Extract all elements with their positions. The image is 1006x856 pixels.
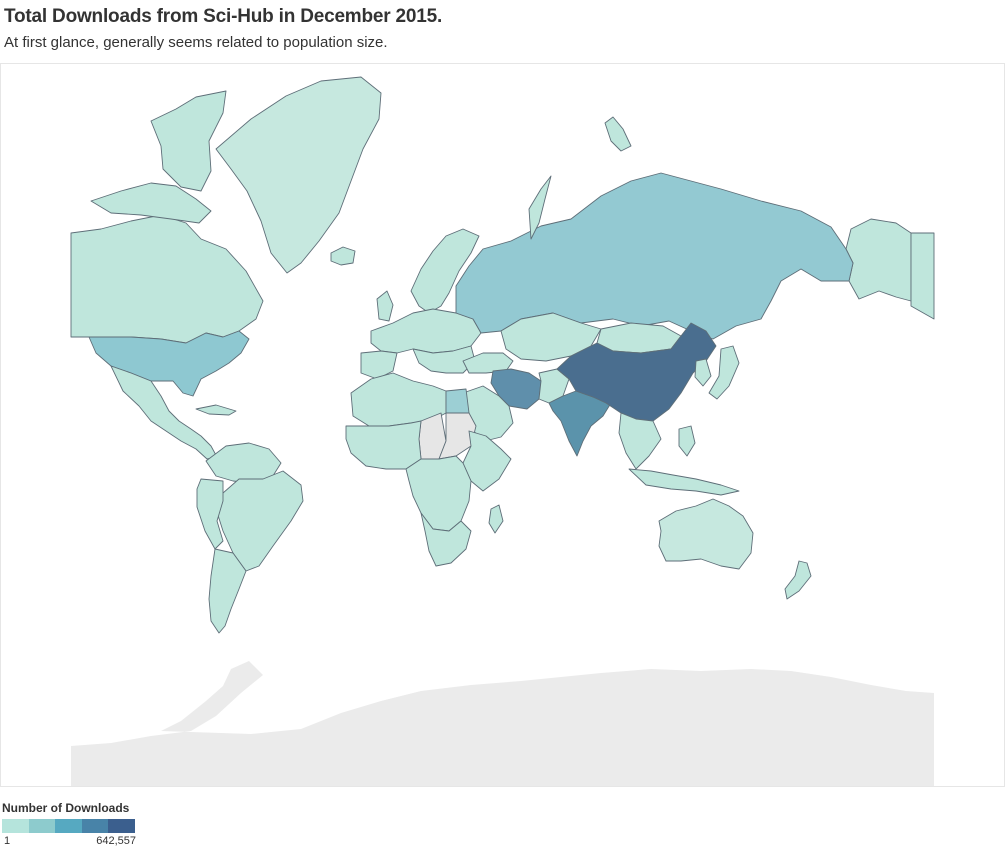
country-canada-baffin[interactable]	[150, 90, 227, 192]
country-mongolia[interactable]	[596, 322, 682, 354]
country-china[interactable]	[556, 322, 717, 422]
country-east-africa[interactable]	[462, 430, 512, 492]
legend-color-scale	[2, 819, 135, 833]
country-new-zealand[interactable]	[784, 560, 812, 600]
country-japan[interactable]	[708, 345, 740, 400]
color-legend: Number of Downloads 1 642,557	[2, 801, 136, 849]
country-canada-east-edge[interactable]	[910, 232, 935, 320]
legend-min-label: 1	[4, 835, 11, 847]
legend-max-label: 642,557	[96, 835, 136, 847]
country-iran[interactable]	[490, 368, 542, 410]
country-turkey[interactable]	[462, 352, 514, 374]
legend-swatch-5	[108, 819, 135, 833]
country-peru-bolivia[interactable]	[196, 478, 224, 550]
chart-title: Total Downloads from Sci-Hub in December…	[4, 6, 443, 27]
country-greenland[interactable]	[215, 76, 382, 274]
country-southeast-asia[interactable]	[618, 412, 662, 470]
country-sudan-no-data[interactable]	[438, 412, 477, 460]
country-argentina-chile[interactable]	[208, 548, 247, 634]
country-uk[interactable]	[376, 290, 394, 322]
country-russia-novaya-zemlya[interactable]	[528, 175, 552, 240]
legend-labels: 1 642,557	[2, 835, 136, 849]
country-west-africa[interactable]	[345, 420, 422, 470]
country-korea[interactable]	[694, 358, 712, 387]
country-egypt[interactable]	[445, 388, 470, 414]
antarctica-shape	[71, 661, 934, 786]
country-madagascar[interactable]	[488, 504, 504, 534]
country-australia[interactable]	[658, 498, 754, 570]
map-svg	[70, 76, 935, 786]
country-cuba[interactable]	[195, 404, 237, 416]
country-canada-arctic-islands[interactable]	[90, 182, 212, 224]
country-colombia-venezuela[interactable]	[205, 442, 282, 484]
legend-swatch-1	[2, 819, 29, 833]
country-mexico[interactable]	[110, 365, 218, 460]
legend-swatch-4	[81, 819, 109, 833]
legend-swatch-2	[28, 819, 56, 833]
country-iberia[interactable]	[360, 350, 398, 380]
world-map[interactable]	[0, 63, 1005, 787]
country-philippines[interactable]	[678, 425, 696, 457]
country-iceland[interactable]	[330, 246, 356, 266]
legend-swatch-3	[55, 819, 82, 833]
chart-subtitle: At first glance, generally seems related…	[4, 34, 388, 51]
country-southern-africa[interactable]	[420, 512, 472, 567]
country-usa[interactable]	[88, 330, 250, 397]
country-indonesia[interactable]	[628, 468, 740, 496]
country-russia[interactable]	[455, 172, 854, 340]
country-central-africa[interactable]	[405, 455, 472, 532]
country-alaska[interactable]	[845, 218, 912, 302]
country-russia-svalbard[interactable]	[604, 116, 632, 152]
legend-title: Number of Downloads	[2, 801, 130, 815]
country-canada[interactable]	[70, 214, 264, 344]
